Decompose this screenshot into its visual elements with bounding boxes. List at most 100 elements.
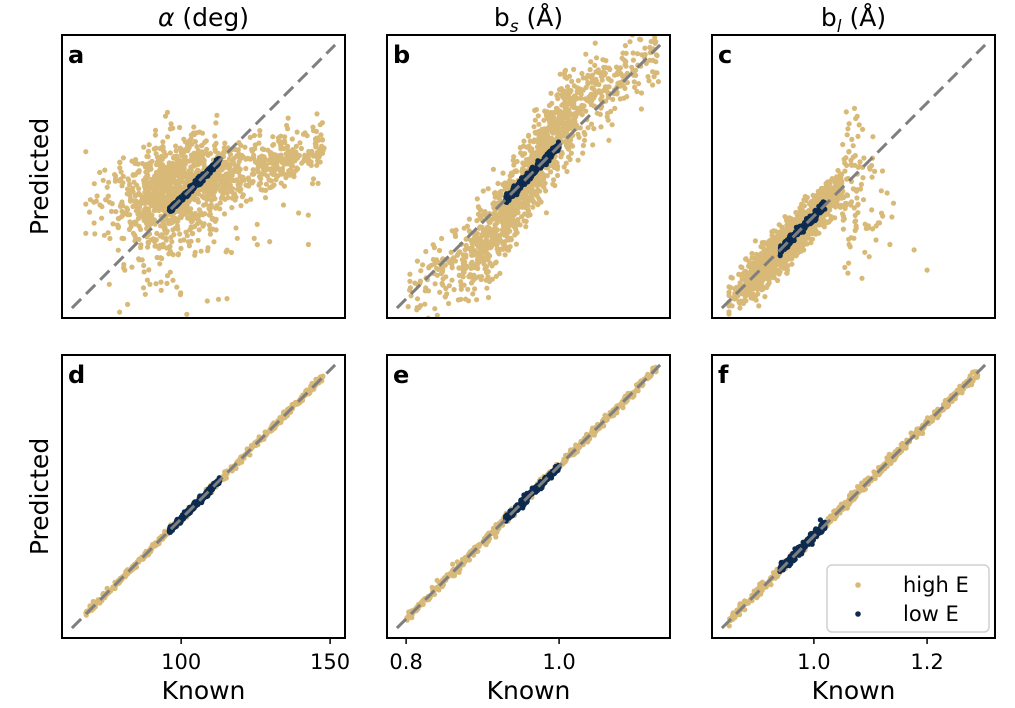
high-e-point [215, 296, 222, 302]
high-e-point [583, 51, 589, 57]
high-e-point [257, 128, 263, 134]
high-e-point [443, 285, 449, 292]
high-e-point [846, 121, 852, 127]
high-e-point [197, 155, 203, 161]
high-e-point [522, 151, 528, 157]
high-e-point [577, 125, 583, 131]
high-e-point [889, 214, 895, 220]
high-e-point [136, 204, 142, 210]
high-e-point [214, 112, 220, 118]
high-e-point [476, 255, 482, 261]
high-e-point [839, 211, 846, 217]
high-e-point [211, 143, 218, 149]
column-title-symbol: b [494, 3, 510, 32]
high-e-point [460, 269, 466, 275]
high-e-point [223, 249, 229, 255]
high-e-point [857, 186, 864, 192]
high-e-point [474, 261, 480, 267]
high-e-point [872, 168, 878, 174]
high-e-point [841, 156, 847, 162]
high-e-point [107, 235, 113, 242]
high-e-point [246, 183, 252, 189]
high-e-point [887, 241, 893, 248]
high-e-point [818, 222, 824, 228]
high-e-point [278, 152, 284, 158]
high-e-point [171, 232, 177, 238]
high-e-point [541, 117, 547, 123]
high-e-point [130, 189, 136, 195]
high-e-point [556, 119, 562, 125]
high-e-point [468, 261, 474, 267]
high-e-point [145, 154, 151, 160]
high-e-point [562, 125, 568, 131]
high-e-point [174, 153, 180, 159]
high-e-point [642, 45, 648, 51]
high-e-point [147, 281, 153, 287]
column-title-alpha: α (deg) [158, 3, 249, 32]
high-e-point [251, 152, 257, 158]
high-e-point [298, 145, 304, 152]
high-e-point [175, 252, 181, 258]
high-e-point [736, 271, 742, 277]
high-e-point [143, 211, 149, 218]
high-e-point [648, 8, 653, 13]
high-e-point [428, 262, 435, 268]
high-e-point [235, 182, 241, 188]
high-e-point [133, 219, 139, 226]
high-e-point [237, 188, 243, 194]
high-e-point [500, 241, 506, 247]
high-e-point [748, 269, 754, 275]
high-e-point [566, 154, 572, 160]
high-e-point [254, 167, 260, 173]
high-e-point [578, 95, 584, 101]
high-e-point [589, 85, 595, 91]
high-e-point [204, 151, 210, 157]
high-e-point [451, 287, 457, 293]
high-e-point [760, 245, 766, 251]
high-e-point [164, 181, 170, 187]
high-e-point [582, 131, 588, 138]
high-e-point [648, 38, 654, 45]
high-e-point [465, 286, 471, 292]
high-e-point [207, 150, 214, 157]
high-e-point [486, 219, 492, 225]
high-e-point [494, 227, 500, 233]
high-e-point [173, 148, 179, 154]
high-e-point [449, 265, 455, 271]
high-e-point [801, 233, 807, 239]
high-e-point [154, 230, 160, 236]
high-e-point [517, 222, 523, 228]
high-e-point [873, 237, 879, 243]
high-e-point [160, 163, 166, 169]
high-e-point [592, 40, 598, 46]
high-e-point [164, 228, 170, 234]
x-axis-label: Known [487, 676, 571, 705]
high-e-point [860, 175, 866, 181]
column-title-subscript: s [510, 17, 519, 37]
high-e-point [810, 225, 816, 231]
high-e-point [828, 187, 834, 193]
high-e-point [842, 168, 848, 174]
high-e-point [525, 208, 532, 214]
high-e-point [846, 149, 852, 155]
high-e-point [575, 131, 581, 137]
high-e-point [794, 216, 800, 222]
high-e-point [130, 203, 136, 210]
high-e-point [106, 281, 112, 287]
high-e-point [573, 95, 579, 101]
high-e-point [137, 226, 144, 232]
high-e-point [240, 192, 246, 198]
high-e-point [726, 284, 732, 290]
high-e-point [105, 193, 111, 199]
high-e-point [160, 234, 166, 240]
high-e-point [861, 155, 867, 161]
high-e-point [153, 162, 160, 168]
high-e-point [156, 185, 162, 191]
high-e-point [829, 195, 836, 201]
high-e-point [554, 172, 561, 179]
high-e-point [845, 270, 851, 276]
high-e-point [454, 252, 460, 258]
panel-frame [386, 34, 671, 319]
high-e-point [726, 311, 732, 317]
high-e-point [272, 154, 278, 160]
